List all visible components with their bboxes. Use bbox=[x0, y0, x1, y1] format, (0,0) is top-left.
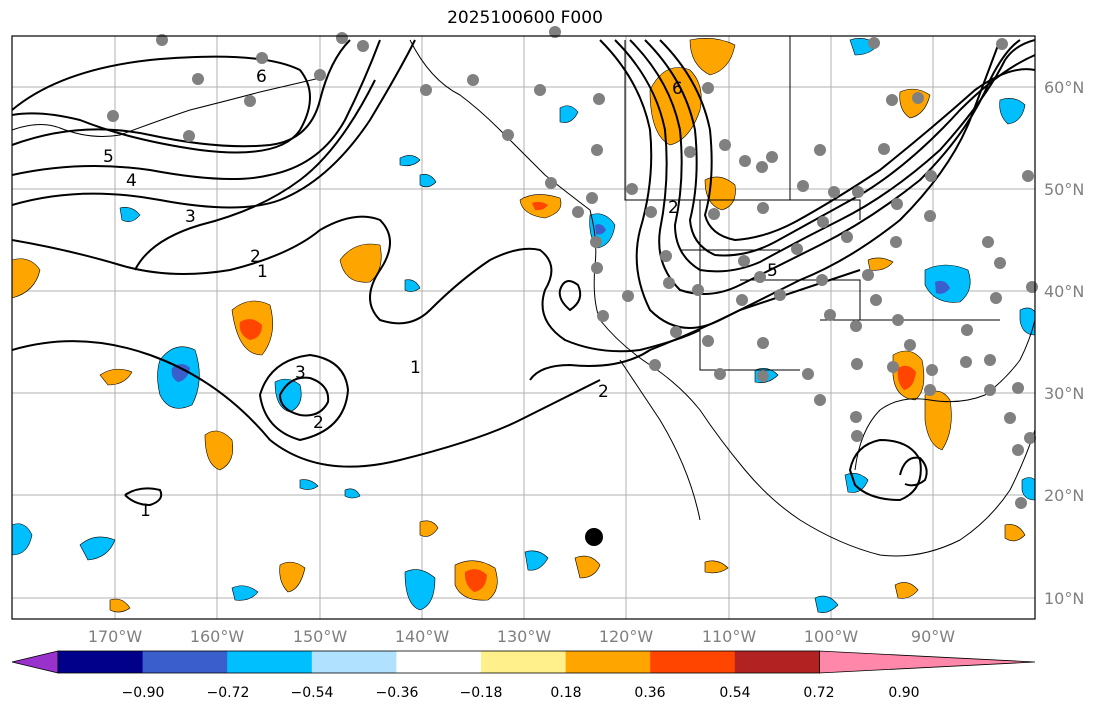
map-frame bbox=[11, 35, 1036, 620]
contour-label: 1 bbox=[257, 262, 268, 282]
colorbar-tick-label: −0.54 bbox=[291, 685, 334, 701]
lat-tick-label: 10°N bbox=[1044, 589, 1084, 608]
contour-label: 1 bbox=[140, 501, 151, 521]
colorbar-segment bbox=[311, 651, 397, 673]
colorbar-tick-label: 0.36 bbox=[634, 685, 665, 701]
contour-label: 2 bbox=[250, 247, 261, 267]
colorbar bbox=[11, 650, 1036, 674]
colorbar-tick-label: −0.72 bbox=[207, 685, 250, 701]
lon-tick-label: 100°W bbox=[804, 627, 859, 646]
gridlines bbox=[12, 36, 1035, 619]
longitude-labels: 170°W 160°W 150°W 140°W 130°W 120°W 110°… bbox=[88, 627, 955, 646]
analysis-point-marker bbox=[585, 528, 603, 546]
colorbar-segment bbox=[142, 651, 228, 673]
coastlines bbox=[12, 36, 1035, 557]
contour-label: 5 bbox=[103, 147, 114, 167]
contour-lines bbox=[12, 39, 1035, 507]
lat-tick-label: 30°N bbox=[1044, 384, 1084, 403]
colorbar-segment bbox=[481, 651, 567, 673]
contour-label: 6 bbox=[672, 79, 683, 99]
contour-label: 1 bbox=[410, 358, 421, 378]
colorbar-segment bbox=[58, 651, 144, 673]
contour-label-group: 6 5 4 3 2 1 3 2 1 1 2 6 2 5 bbox=[103, 67, 778, 521]
colorbar-segment bbox=[650, 651, 736, 673]
contour-label: 2 bbox=[313, 413, 324, 433]
lon-tick-label: 140°W bbox=[395, 627, 450, 646]
colorbar-tick-label: 0.90 bbox=[888, 685, 919, 701]
colorbar-segment bbox=[396, 651, 482, 673]
lat-tick-label: 60°N bbox=[1044, 78, 1084, 97]
colorbar-extend-low bbox=[11, 650, 59, 674]
colorbar-segment bbox=[227, 651, 313, 673]
colorbar-segment bbox=[565, 651, 651, 673]
contour-label: 3 bbox=[295, 363, 306, 383]
colorbar-tick-label: 0.54 bbox=[719, 685, 750, 701]
lon-tick-label: 170°W bbox=[88, 627, 143, 646]
lat-tick-label: 50°N bbox=[1044, 180, 1084, 199]
lon-tick-label: 160°W bbox=[190, 627, 245, 646]
contour-label: 4 bbox=[126, 171, 137, 191]
colorbar-tick-label: −0.90 bbox=[122, 685, 165, 701]
station-markers bbox=[107, 26, 1038, 509]
colorbar-tick-label: −0.18 bbox=[460, 685, 503, 701]
contour-label: 5 bbox=[767, 261, 778, 281]
contour-label: 2 bbox=[668, 198, 679, 218]
colorbar-tick-label: −0.36 bbox=[376, 685, 419, 701]
lon-tick-label: 110°W bbox=[702, 627, 757, 646]
contour-label: 2 bbox=[598, 382, 609, 402]
lon-tick-label: 150°W bbox=[293, 627, 348, 646]
anomaly-fills bbox=[12, 38, 1035, 613]
lat-tick-label: 40°N bbox=[1044, 282, 1084, 301]
colorbar-labels: −0.90 −0.72 −0.54 −0.36 −0.18 0.18 0.36 … bbox=[122, 685, 920, 701]
contour-label: 6 bbox=[256, 67, 267, 87]
colorbar-segment bbox=[734, 651, 820, 673]
contour-label: 3 bbox=[185, 207, 196, 227]
map-title: 2025100600 F000 bbox=[447, 8, 603, 28]
lon-tick-label: 130°W bbox=[497, 627, 552, 646]
colorbar-outline bbox=[57, 650, 820, 674]
colorbar-tick-label: 0.18 bbox=[550, 685, 581, 701]
latitude-labels: 60°N 50°N 40°N 30°N 20°N 10°N bbox=[1044, 78, 1084, 608]
lat-tick-label: 20°N bbox=[1044, 486, 1084, 505]
lon-tick-label: 120°W bbox=[599, 627, 654, 646]
colorbar-extend-high bbox=[819, 650, 1036, 674]
colorbar-tick-label: 0.72 bbox=[803, 685, 834, 701]
lon-tick-label: 90°W bbox=[911, 627, 955, 646]
